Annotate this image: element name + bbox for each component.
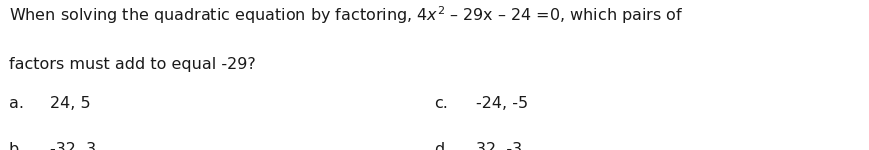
Text: When solving the quadratic equation by factoring, $4x^{2}$ – 29x – 24 =0, which : When solving the quadratic equation by f… (9, 4, 683, 26)
Text: d.: d. (434, 142, 450, 150)
Text: factors must add to equal -29?: factors must add to equal -29? (9, 57, 255, 72)
Text: -24, -5: -24, -5 (476, 96, 528, 111)
Text: a.: a. (9, 96, 23, 111)
Text: -32, 3: -32, 3 (50, 142, 96, 150)
Text: b.: b. (9, 142, 24, 150)
Text: c.: c. (434, 96, 448, 111)
Text: 32, -3: 32, -3 (476, 142, 522, 150)
Text: 24, 5: 24, 5 (50, 96, 91, 111)
